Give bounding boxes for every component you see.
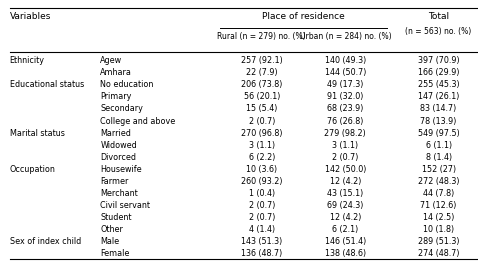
Text: Amhara: Amhara bbox=[100, 68, 132, 77]
Text: 142 (50.0): 142 (50.0) bbox=[325, 165, 366, 174]
Text: Widowed: Widowed bbox=[100, 141, 137, 150]
Text: College and above: College and above bbox=[100, 117, 175, 126]
Text: 43 (15.1): 43 (15.1) bbox=[327, 189, 363, 198]
Text: 146 (51.4): 146 (51.4) bbox=[325, 237, 366, 246]
Text: Agew: Agew bbox=[100, 56, 122, 65]
Text: 10 (3.6): 10 (3.6) bbox=[246, 165, 277, 174]
Text: 2 (0.7): 2 (0.7) bbox=[249, 201, 275, 210]
Text: 549 (97.5): 549 (97.5) bbox=[418, 129, 459, 138]
Text: 397 (70.9): 397 (70.9) bbox=[418, 56, 459, 65]
Text: Married: Married bbox=[100, 129, 131, 138]
Text: 12 (4.2): 12 (4.2) bbox=[330, 177, 361, 186]
Text: 289 (51.3): 289 (51.3) bbox=[418, 237, 459, 246]
Text: Merchant: Merchant bbox=[100, 189, 138, 198]
Text: Place of residence: Place of residence bbox=[262, 12, 345, 21]
Text: Civil servant: Civil servant bbox=[100, 201, 151, 210]
Text: 44 (7.8): 44 (7.8) bbox=[423, 189, 454, 198]
Text: 270 (96.8): 270 (96.8) bbox=[241, 129, 282, 138]
Text: 91 (32.0): 91 (32.0) bbox=[327, 92, 364, 101]
Text: Total: Total bbox=[428, 12, 449, 21]
Text: Farmer: Farmer bbox=[100, 177, 129, 186]
Text: 49 (17.3): 49 (17.3) bbox=[327, 80, 364, 89]
Text: Divorced: Divorced bbox=[100, 153, 136, 162]
Text: 257 (92.1): 257 (92.1) bbox=[241, 56, 282, 65]
Text: 260 (93.2): 260 (93.2) bbox=[241, 177, 282, 186]
Text: Primary: Primary bbox=[100, 92, 132, 101]
Text: 6 (1.1): 6 (1.1) bbox=[425, 141, 452, 150]
Text: 166 (29.9): 166 (29.9) bbox=[418, 68, 459, 77]
Text: Secondary: Secondary bbox=[100, 104, 143, 113]
Text: Male: Male bbox=[100, 237, 120, 246]
Text: 10 (1.8): 10 (1.8) bbox=[423, 225, 454, 234]
Text: Other: Other bbox=[100, 225, 123, 234]
Text: 15 (5.4): 15 (5.4) bbox=[246, 104, 277, 113]
Text: 152 (27): 152 (27) bbox=[422, 165, 456, 174]
Text: 144 (50.7): 144 (50.7) bbox=[325, 68, 366, 77]
Text: 279 (98.2): 279 (98.2) bbox=[325, 129, 366, 138]
Text: 143 (51.3): 143 (51.3) bbox=[241, 237, 282, 246]
Text: Sex of index child: Sex of index child bbox=[10, 237, 81, 246]
Text: 140 (49.3): 140 (49.3) bbox=[325, 56, 366, 65]
Text: Student: Student bbox=[100, 213, 132, 222]
Text: 3 (1.1): 3 (1.1) bbox=[332, 141, 358, 150]
Text: Variables: Variables bbox=[10, 12, 51, 21]
Text: 2 (0.7): 2 (0.7) bbox=[332, 153, 358, 162]
Text: 2 (0.7): 2 (0.7) bbox=[249, 213, 275, 222]
Text: 14 (2.5): 14 (2.5) bbox=[423, 213, 454, 222]
Text: 1 (0.4): 1 (0.4) bbox=[249, 189, 275, 198]
Text: 6 (2.1): 6 (2.1) bbox=[332, 225, 358, 234]
Text: Educational status: Educational status bbox=[10, 80, 84, 89]
Text: Ethnicity: Ethnicity bbox=[10, 56, 44, 65]
Text: Marital status: Marital status bbox=[10, 129, 65, 138]
Text: 147 (26.1): 147 (26.1) bbox=[418, 92, 459, 101]
Text: 69 (24.3): 69 (24.3) bbox=[327, 201, 364, 210]
Text: Occupation: Occupation bbox=[10, 165, 55, 174]
Text: 71 (12.6): 71 (12.6) bbox=[420, 201, 457, 210]
Text: 272 (48.3): 272 (48.3) bbox=[418, 177, 459, 186]
Text: 4 (1.4): 4 (1.4) bbox=[249, 225, 275, 234]
Text: 274 (48.7): 274 (48.7) bbox=[418, 249, 459, 258]
Text: Female: Female bbox=[100, 249, 130, 258]
Text: 2 (0.7): 2 (0.7) bbox=[249, 117, 275, 126]
Text: 136 (48.7): 136 (48.7) bbox=[241, 249, 282, 258]
Text: Urban (n = 284) no. (%): Urban (n = 284) no. (%) bbox=[300, 32, 391, 41]
Text: 3 (1.1): 3 (1.1) bbox=[249, 141, 275, 150]
Text: Rural (n = 279) no. (%): Rural (n = 279) no. (%) bbox=[217, 32, 306, 41]
Text: 138 (48.6): 138 (48.6) bbox=[325, 249, 366, 258]
Text: 78 (13.9): 78 (13.9) bbox=[420, 117, 457, 126]
Text: 76 (26.8): 76 (26.8) bbox=[327, 117, 364, 126]
Text: 255 (45.3): 255 (45.3) bbox=[418, 80, 459, 89]
Text: 68 (23.9): 68 (23.9) bbox=[327, 104, 364, 113]
Text: 22 (7.9): 22 (7.9) bbox=[246, 68, 278, 77]
Text: 83 (14.7): 83 (14.7) bbox=[421, 104, 456, 113]
Text: 206 (73.8): 206 (73.8) bbox=[241, 80, 282, 89]
Text: 56 (20.1): 56 (20.1) bbox=[243, 92, 280, 101]
Text: 6 (2.2): 6 (2.2) bbox=[249, 153, 275, 162]
Text: (n = 563) no. (%): (n = 563) no. (%) bbox=[405, 26, 472, 36]
Text: 12 (4.2): 12 (4.2) bbox=[330, 213, 361, 222]
Text: 8 (1.4): 8 (1.4) bbox=[425, 153, 452, 162]
Text: Housewife: Housewife bbox=[100, 165, 142, 174]
Text: No education: No education bbox=[100, 80, 154, 89]
